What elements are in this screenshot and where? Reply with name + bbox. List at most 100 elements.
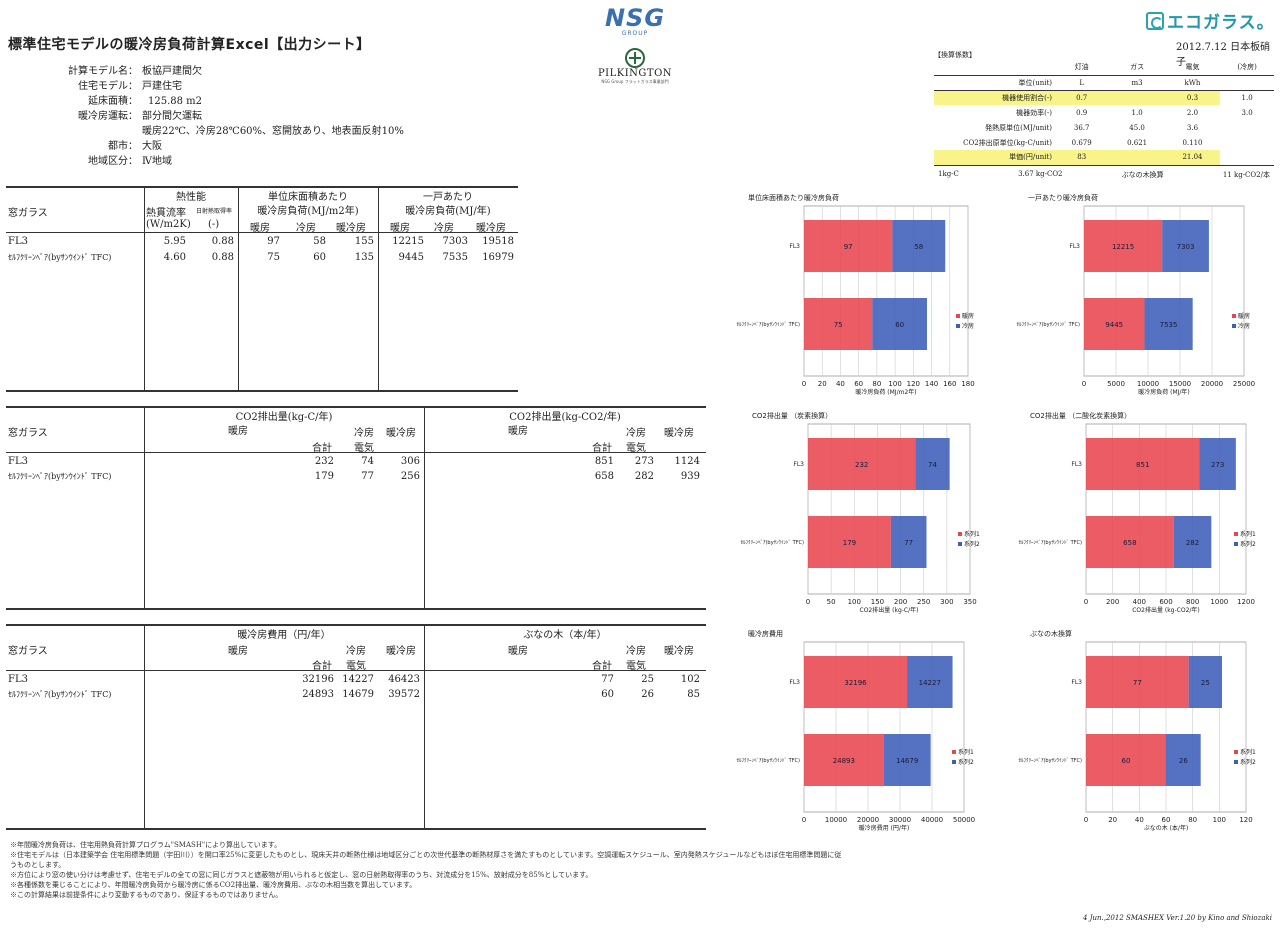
- chart-data-label: 273: [1211, 461, 1224, 469]
- footnote: ※この計算結果は前提条件により変動するものであり、保証するものではありません。: [10, 891, 283, 899]
- coef-col-header: 電気: [1185, 63, 1200, 72]
- chart-data-label: 232: [855, 461, 868, 469]
- chart-legend-swatch: [952, 750, 956, 754]
- chart-bar: [1199, 438, 1236, 490]
- footnote: ※方位により窓の使い分けは考慮せず、住宅モデルの全ての窓に同じガラスと遮蔽物が用…: [10, 871, 593, 879]
- chart-tick-label: 0: [806, 598, 810, 606]
- chart-data-label: 77: [1133, 679, 1142, 687]
- chart-tick-label: 100: [888, 380, 901, 388]
- chart-title: CO2排出量 （炭素換算）: [752, 411, 832, 420]
- chart-tick-label: 25000: [1233, 380, 1255, 388]
- chart-title: CO2排出量 （二酸化炭素換算）: [1030, 411, 1131, 420]
- chart-tick-label: 10000: [825, 816, 847, 824]
- chart-data-label: 14679: [896, 757, 918, 765]
- chart-axis-label: 暖冷房費用 (円/年): [859, 824, 910, 832]
- version-credit: 4 Jun.,2012 SMASHEX Ver.1.20 by Kino and…: [1083, 914, 1272, 922]
- footnote: ※各種係数を乗じることにより、年間暖冷房負荷から暖冷房に係るCO2排出量、暖冷房…: [10, 881, 417, 889]
- chart-category-label: FL3: [789, 679, 800, 686]
- footnote: ※年間暖冷房負荷は、住宅用熱負荷計算プログラム"SMASH"により算出しています…: [10, 841, 282, 849]
- chart-data-label: 60: [1122, 757, 1131, 765]
- chart-title: 一戸あたり暖冷房負荷: [1028, 193, 1098, 202]
- chart-title: ぶなの木換算: [1030, 629, 1072, 638]
- chart-tick-label: 100: [1213, 816, 1226, 824]
- chart-tick-label: 80: [872, 380, 881, 388]
- chart-legend-label: 系列1: [1240, 748, 1256, 756]
- chart-legend-label: 系列2: [964, 540, 980, 548]
- chart-tick-label: 10000: [1137, 380, 1159, 388]
- info-row: 都市： 大阪: [108, 141, 162, 152]
- coef-row-label: 機器使用割合(-): [934, 90, 1054, 105]
- chart-tick-label: 50000: [953, 816, 975, 824]
- chart-legend-label: 系列1: [958, 748, 974, 756]
- chart-bar: [1162, 220, 1209, 272]
- chart-data-label: 24893: [833, 757, 855, 765]
- chart-tick-label: 800: [1186, 598, 1199, 606]
- chart-axis-label: CO2排出量 (kg-C/年): [860, 606, 919, 614]
- chart-category-label: ｾﾙﾌｸﾘｰﾝﾍﾞｱ(byｻﾝｳｲﾝﾄﾞ TFC): [740, 539, 804, 546]
- chart-tick-label: 20: [1108, 816, 1117, 824]
- chart-tick-label: 0: [802, 816, 806, 824]
- chart-bar: [804, 734, 884, 786]
- chart-tick-label: 60: [1162, 816, 1171, 824]
- header-thermal: 熱性能: [176, 192, 206, 203]
- chart-bar: [808, 438, 916, 490]
- coef-row-label: CO2排出原単位(kg-C/unit): [963, 138, 1052, 147]
- chart-data-label: 77: [904, 539, 913, 547]
- chart-legend-swatch: [958, 542, 962, 546]
- info-row: 暖冷房運転： 部分間欠運転: [78, 111, 202, 122]
- chart-data-label: 26: [1179, 757, 1188, 765]
- chart-bar: [1086, 734, 1166, 786]
- chart-tick-label: 15000: [1169, 380, 1191, 388]
- coef-row-label: 発熱原単位(MJ/unit): [985, 123, 1052, 132]
- chart-category-label: FL3: [1071, 461, 1082, 468]
- chart-tick-label: 20: [818, 380, 827, 388]
- pilkington-emblem-icon: [625, 48, 645, 68]
- chart-tick-label: 150: [871, 598, 884, 606]
- chart-legend-swatch: [956, 314, 960, 318]
- table-thermal-load: 窓ガラス 熱性能 熱貫流率 日射熱取得率 (W/m2K) (-) 単位床面積あた…: [6, 186, 706, 392]
- chart-tick-label: 300: [940, 598, 953, 606]
- info-row: 地域区分： Ⅳ地域: [88, 156, 172, 167]
- chart-tick-label: 0: [1084, 816, 1088, 824]
- chart-bar: [804, 656, 908, 708]
- chart-bar: [808, 516, 891, 568]
- chart-data-label: 32196: [844, 679, 867, 687]
- chart-axis-label: 暖冷房負荷 (MJ/m2年): [855, 388, 916, 396]
- table-cost-trees: 窓ガラス 暖冷房費用（円/年） 暖房 合計 冷房 電気 暖冷房 ぶなの木（本/年…: [6, 624, 706, 832]
- chart-tick-label: 600: [1159, 598, 1172, 606]
- chart-tick-label: 20000: [1201, 380, 1223, 388]
- chart-legend-swatch: [1234, 532, 1238, 536]
- coef-col-header: 灯油: [1074, 63, 1089, 72]
- chart-tick-label: 200: [1106, 598, 1119, 606]
- chart-tick-label: 0: [802, 380, 806, 388]
- chart-bar: [892, 220, 946, 272]
- chart-data-label: 179: [843, 539, 856, 547]
- chart-axis-label: ぶなの木 (本/年): [1144, 824, 1189, 832]
- table-co2: 窓ガラス CO2排出量(kg-C/年) 暖房 合計 冷房 電気 暖冷房 CO2排…: [6, 406, 706, 612]
- chart-category-label: ｾﾙﾌｸﾘｰﾝﾍﾞｱ(byｻﾝｳｲﾝﾄﾞ TFC): [736, 321, 800, 328]
- pilkington-logo: PILKINGTON NSG Group フラットガラス事業部門: [590, 48, 680, 85]
- chart-legend-label: 系列2: [1240, 540, 1256, 548]
- page-title: 標準住宅モデルの暖冷房負荷計算Excel【出力シート】: [8, 37, 371, 53]
- chart-category-label: ｾﾙﾌｸﾘｰﾝﾍﾞｱ(byｻﾝｳｲﾝﾄﾞ TFC): [736, 757, 800, 764]
- chart-legend-swatch: [1232, 324, 1236, 328]
- chart-category-label: ｾﾙﾌｸﾘｰﾝﾍﾞｱ(byｻﾝｳｲﾝﾄﾞ TFC): [1018, 757, 1082, 764]
- chart-bar: [1166, 734, 1201, 786]
- chart-bar: [1144, 298, 1193, 350]
- chart-data-label: 14227: [919, 679, 941, 687]
- chart-bar: [1173, 516, 1212, 568]
- eco-glass-logo: エコガラス。: [1146, 8, 1275, 33]
- chart-data-label: 7303: [1177, 243, 1195, 251]
- chart-tick-label: 1200: [1237, 598, 1255, 606]
- chart-legend-label: 系列1: [964, 530, 980, 538]
- coef-title: 【換算係数】: [934, 51, 976, 59]
- chart-tick-label: 50: [827, 598, 836, 606]
- chart-axis-label: CO2排出量 (kg-CO2/年): [1132, 606, 1200, 614]
- chart-legend-label: 系列2: [1240, 758, 1256, 766]
- chart-tick-label: 160: [943, 380, 956, 388]
- info-row: 計算モデル名： 板協戸建間欠: [68, 66, 202, 77]
- coef-col-header: ガス: [1130, 63, 1145, 72]
- chart-category-label: ｾﾙﾌｸﾘｰﾝﾍﾞｱ(byｻﾝｳｲﾝﾄﾞ TFC): [1018, 539, 1082, 546]
- chart-bar: [1086, 656, 1189, 708]
- chart-tick-label: 30000: [889, 816, 911, 824]
